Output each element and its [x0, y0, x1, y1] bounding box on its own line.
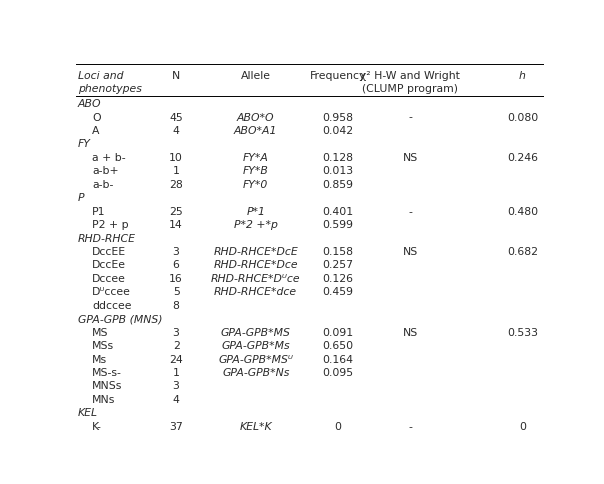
- Text: 0.013: 0.013: [322, 166, 353, 176]
- Text: 0.859: 0.859: [322, 180, 353, 189]
- Text: ABO: ABO: [78, 99, 101, 109]
- Text: 0.401: 0.401: [322, 206, 353, 216]
- Text: GPA-GPB*Ns: GPA-GPB*Ns: [222, 367, 289, 377]
- Text: 0.042: 0.042: [322, 126, 353, 136]
- Text: P1: P1: [92, 206, 105, 216]
- Text: 24: 24: [169, 354, 183, 364]
- Text: 0.257: 0.257: [322, 260, 353, 270]
- Text: ABO*A1: ABO*A1: [234, 126, 277, 136]
- Text: MS: MS: [92, 327, 108, 337]
- Text: 0.599: 0.599: [322, 220, 353, 229]
- Text: KEL*K: KEL*K: [239, 421, 272, 431]
- Text: -: -: [408, 421, 412, 431]
- Text: 16: 16: [169, 273, 183, 283]
- Text: GPA-GPB*MS: GPA-GPB*MS: [221, 327, 291, 337]
- Text: 3: 3: [173, 327, 179, 337]
- Text: 25: 25: [169, 206, 183, 216]
- Text: 0.246: 0.246: [507, 152, 538, 163]
- Text: 2: 2: [173, 340, 179, 350]
- Text: a-b-: a-b-: [92, 180, 114, 189]
- Text: 0.650: 0.650: [322, 340, 353, 350]
- Text: Dᵁccee: Dᵁccee: [92, 287, 130, 297]
- Text: 0.533: 0.533: [507, 327, 538, 337]
- Text: -: -: [408, 112, 412, 122]
- Text: a-b+: a-b+: [92, 166, 118, 176]
- Text: 0: 0: [334, 421, 341, 431]
- Text: 5: 5: [173, 287, 179, 297]
- Text: 0.459: 0.459: [322, 287, 353, 297]
- Text: Loci and
phenotypes: Loci and phenotypes: [78, 71, 142, 93]
- Text: P*2 +*p: P*2 +*p: [234, 220, 278, 229]
- Text: 4: 4: [173, 126, 179, 136]
- Text: FY*B: FY*B: [243, 166, 269, 176]
- Text: 1: 1: [173, 367, 179, 377]
- Text: 0.080: 0.080: [507, 112, 538, 122]
- Text: KEL: KEL: [78, 408, 98, 418]
- Text: MS-s-: MS-s-: [92, 367, 122, 377]
- Text: 3: 3: [173, 246, 179, 257]
- Text: Frequency: Frequency: [309, 71, 366, 81]
- Text: MNSs: MNSs: [92, 381, 122, 391]
- Text: O: O: [92, 112, 100, 122]
- Text: 0.126: 0.126: [322, 273, 353, 283]
- Text: GPA-GPB*MSᵁ: GPA-GPB*MSᵁ: [218, 354, 293, 364]
- Text: DccEe: DccEe: [92, 260, 126, 270]
- Text: h: h: [519, 71, 526, 81]
- Text: N: N: [172, 71, 180, 81]
- Text: RHD-RHCE: RHD-RHCE: [78, 233, 136, 243]
- Text: NS: NS: [403, 152, 418, 163]
- Text: Dccee: Dccee: [92, 273, 126, 283]
- Text: 0: 0: [519, 421, 526, 431]
- Text: 37: 37: [169, 421, 183, 431]
- Text: MSs: MSs: [92, 340, 114, 350]
- Text: 0.480: 0.480: [507, 206, 538, 216]
- Text: χ² H-W and Wright
(CLUMP program): χ² H-W and Wright (CLUMP program): [360, 71, 460, 93]
- Text: a + b-: a + b-: [92, 152, 126, 163]
- Text: P2 + p: P2 + p: [92, 220, 129, 229]
- Text: 45: 45: [169, 112, 183, 122]
- Text: 14: 14: [169, 220, 183, 229]
- Text: 4: 4: [173, 394, 179, 404]
- Text: -: -: [408, 206, 412, 216]
- Text: 28: 28: [169, 180, 183, 189]
- Text: P: P: [78, 193, 85, 203]
- Text: RHD-RHCE*DcE: RHD-RHCE*DcE: [213, 246, 298, 257]
- Text: 0.091: 0.091: [322, 327, 353, 337]
- Text: FY*A: FY*A: [243, 152, 269, 163]
- Text: 6: 6: [173, 260, 179, 270]
- Text: 1: 1: [173, 166, 179, 176]
- Text: RHD-RHCE*Dᵁce: RHD-RHCE*Dᵁce: [211, 273, 301, 283]
- Text: K-: K-: [92, 421, 101, 431]
- Text: P*1: P*1: [246, 206, 265, 216]
- Text: 0.095: 0.095: [322, 367, 353, 377]
- Text: Ms: Ms: [92, 354, 107, 364]
- Text: GPA-GPB (MNS): GPA-GPB (MNS): [78, 314, 162, 324]
- Text: RHD-RHCE*Dce: RHD-RHCE*Dce: [213, 260, 298, 270]
- Text: A: A: [92, 126, 100, 136]
- Text: GPA-GPB*Ms: GPA-GPB*Ms: [222, 340, 290, 350]
- Text: 0.158: 0.158: [322, 246, 353, 257]
- Text: RHD-RHCE*dce: RHD-RHCE*dce: [214, 287, 297, 297]
- Text: MNs: MNs: [92, 394, 115, 404]
- Text: 3: 3: [173, 381, 179, 391]
- Text: NS: NS: [403, 327, 418, 337]
- Text: 0.958: 0.958: [322, 112, 353, 122]
- Text: Allele: Allele: [241, 71, 271, 81]
- Text: 0.682: 0.682: [507, 246, 538, 257]
- Text: 0.128: 0.128: [322, 152, 353, 163]
- Text: ddccee: ddccee: [92, 300, 132, 310]
- Text: 10: 10: [169, 152, 183, 163]
- Text: DccEE: DccEE: [92, 246, 126, 257]
- Text: 0.164: 0.164: [322, 354, 353, 364]
- Text: 8: 8: [173, 300, 179, 310]
- Text: NS: NS: [403, 246, 418, 257]
- Text: FY: FY: [78, 139, 91, 149]
- Text: ABO*O: ABO*O: [237, 112, 274, 122]
- Text: FY*0: FY*0: [243, 180, 268, 189]
